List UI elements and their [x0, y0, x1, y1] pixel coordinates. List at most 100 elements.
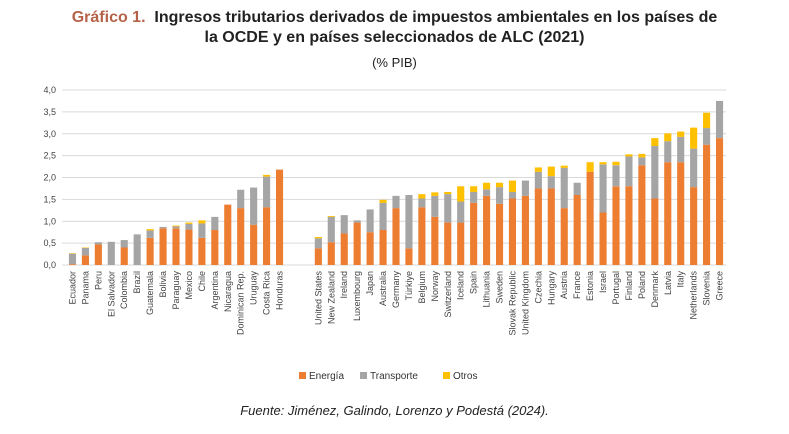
legend-label: Transporte [370, 371, 418, 382]
bar-segment-energia [120, 247, 128, 265]
bar-segment-energia [508, 198, 517, 265]
bar-segment-energia [664, 162, 672, 265]
figure-number: Gráfico 1. [71, 9, 146, 26]
bar-segment-energia [651, 198, 659, 265]
bar-segment-transporte [353, 220, 361, 223]
bar-segment-otros [690, 127, 698, 149]
bar-segment-otros [263, 174, 271, 177]
y-tick-label: 1,0 [43, 216, 56, 226]
x-tick-label: Colombia [119, 271, 129, 309]
x-tick-label: Slovenia [702, 271, 712, 306]
x-tick-label: Iceland [456, 271, 466, 300]
bar-segment-transporte [664, 141, 672, 163]
bar-segment-otros [586, 162, 594, 172]
bar-segment-otros [495, 182, 504, 188]
x-tick-label: Austria [559, 271, 569, 299]
bar-segment-transporte [534, 171, 542, 189]
x-tick-label: Belgium [417, 271, 427, 304]
bar-segment-transporte [107, 241, 115, 265]
bar-segment-transporte [366, 209, 374, 233]
x-tick-label: Greece [715, 271, 725, 301]
bar-segment-otros [664, 133, 672, 142]
x-tick-label: Dominican Rep. [236, 271, 246, 335]
x-tick-label: Peru [93, 271, 103, 290]
chart-title: Gráfico 1. Ingresos tributarios derivado… [0, 8, 789, 48]
x-tick-label: Israel [598, 271, 608, 293]
source-note: Fuente: Jiménez, Galindo, Lorenzo y Pode… [240, 403, 549, 418]
x-tick-label: Ireland [339, 271, 349, 299]
bar-segment-transporte [340, 215, 348, 234]
bar-segment-energia [677, 162, 685, 265]
bar-segment-energia [599, 212, 607, 265]
x-tick-label: Italy [676, 271, 686, 288]
bar-segment-transporte [444, 194, 452, 223]
bar-segment-energia [586, 171, 594, 265]
bar-segment-otros [431, 192, 439, 196]
legend-swatch [443, 372, 450, 379]
x-tick-label: Honduras [275, 271, 285, 311]
x-tick-label: Panama [80, 271, 90, 305]
bar-segment-otros [198, 220, 206, 224]
bar-segment-otros [185, 222, 193, 224]
bar-segment-transporte [470, 191, 478, 203]
bar-segment-energia [405, 248, 413, 265]
bar-segment-energia [224, 204, 232, 265]
bar-segment-otros [534, 167, 542, 172]
bar-segment-transporte [172, 226, 180, 229]
legend-swatch [360, 372, 367, 379]
bar-segment-energia [327, 242, 335, 265]
bar-segment-otros [457, 186, 465, 202]
x-tick-label: Guatemala [145, 271, 155, 315]
x-tick-label: Slovak Republic [507, 271, 517, 336]
bar-segment-energia [625, 186, 633, 265]
x-tick-label: Hungary [546, 271, 556, 306]
bar-segment-otros [547, 166, 555, 177]
x-tick-label: Costa Rica [262, 271, 272, 315]
bar-segment-energia [68, 264, 77, 265]
bar-segment-transporte [198, 223, 206, 238]
x-tick-label: Brazil [132, 271, 142, 294]
bar-segment-transporte [237, 189, 245, 209]
bar-segment-transporte [547, 176, 555, 189]
bar-segment-transporte [263, 176, 271, 208]
bar-segment-transporte [314, 238, 322, 249]
x-tick-label: Portugal [611, 271, 621, 305]
bar-segment-energia [198, 237, 206, 265]
y-tick-label: 1,5 [43, 194, 56, 204]
x-tick-label: Mexico [184, 271, 194, 300]
bar-segment-energia [172, 228, 180, 265]
bar-segment-otros [638, 153, 646, 158]
bar-segment-transporte [68, 253, 77, 265]
y-tick-label: 3,5 [43, 107, 56, 117]
x-tick-label: Netherlands [689, 271, 699, 320]
bar-segment-energia [379, 230, 387, 265]
y-tick-label: 0,0 [43, 260, 56, 270]
bar-segment-otros [470, 186, 478, 192]
bar-segment-transporte [573, 182, 581, 195]
legend-label: Otros [453, 371, 477, 382]
bar-segment-transporte [146, 230, 154, 238]
bar-segment-energia [483, 195, 491, 265]
y-tick-label: 3,0 [43, 129, 56, 139]
x-tick-label: United States [313, 271, 323, 326]
bar-segment-transporte [81, 247, 89, 256]
bar-segment-otros [483, 182, 491, 190]
bar-segment-transporte [250, 187, 258, 225]
bar-segment-transporte [599, 164, 607, 213]
bar-segment-energia [263, 207, 271, 265]
bar-segment-transporte [612, 165, 620, 187]
x-tick-label: Latvia [663, 271, 673, 295]
x-tick-label: Argentina [210, 271, 220, 310]
bar-segment-energia [418, 207, 426, 265]
bar-segment-transporte [327, 216, 335, 243]
x-tick-label: Lithuania [482, 271, 492, 308]
bar-segment-energia [470, 202, 478, 265]
bar-segment-transporte [508, 191, 517, 199]
bar-segment-otros [560, 165, 568, 168]
chart-subtitle: (% PIB) [372, 55, 417, 70]
bar-segment-energia [185, 229, 193, 265]
x-tick-label: New Zealand [326, 271, 336, 324]
bar-segment-otros [508, 180, 517, 192]
bar-segment-transporte [483, 189, 491, 196]
